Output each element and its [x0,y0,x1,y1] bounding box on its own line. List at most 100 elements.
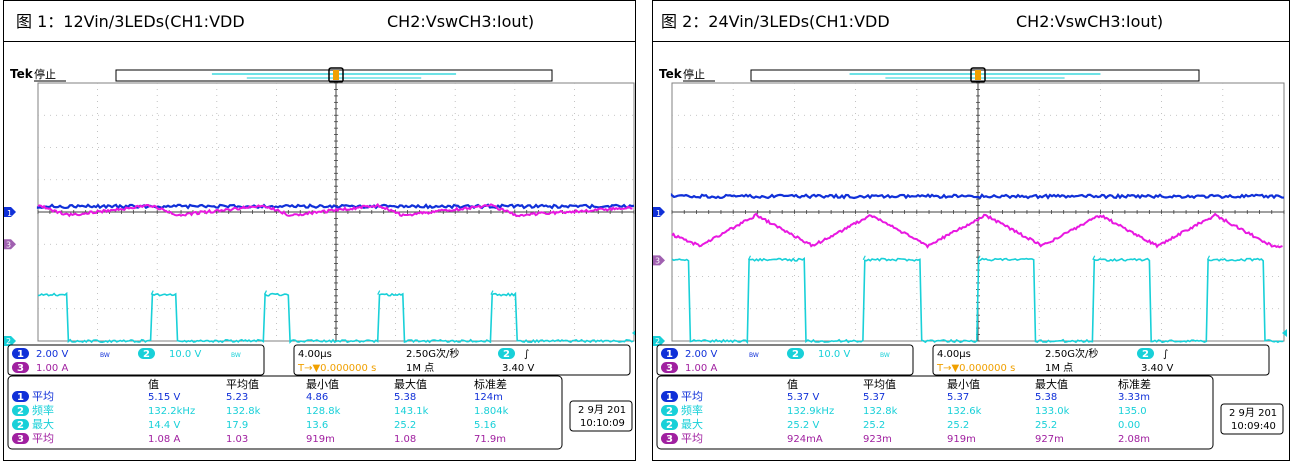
ch1-scale: 2.00 V [685,349,717,360]
ch3-marker-shape [653,255,665,266]
ch3-trace [37,202,633,218]
trigger-level-icon [632,330,635,336]
time-per-div: 4.00μs [298,349,332,360]
ch2-marker-shape [4,336,16,346]
figure-1-title: 图 1：12Vin/3LEDs(CH1:VDD [16,12,245,31]
ch3-marker-label: 3 [6,240,11,249]
trigger-source-badge [1137,348,1154,359]
ch1-level-marker-icon: 1 [653,207,665,218]
measurement-row-badge-label: 1 [17,392,24,403]
figure-2-title-right: CH2:VswCH3:Iout) [1016,12,1164,31]
measurement-header: 标准差 [474,377,507,391]
measurement-mean: 25.2 [863,420,885,431]
ch3-badge [12,362,29,373]
measurement-name: 平均 [681,432,703,445]
ch2-badge-label: 2 [792,349,799,360]
ch2-marker-shape [653,336,665,346]
record-bracket [970,67,986,83]
measurement-std: 135.0 [1118,406,1147,417]
measurement-std: 3.33m [1118,392,1150,403]
measurement-header: 平均值 [863,378,896,391]
ch1-bandwidth-icon: BW [100,352,110,359]
ch2-trace [671,257,1284,345]
measurement-header: 值 [148,378,159,391]
brand-label: Tek [10,67,34,81]
measurement-value: 14.4 V [148,420,180,431]
measurement-name: 频率 [681,403,703,417]
measurement-value: 5.15 V [148,392,180,403]
ch2-scale: 10.0 V [169,349,201,360]
ch1-bandwidth-icon: BW [749,352,759,359]
ch1-marker-shape [653,207,665,217]
measurement-min: 128.8k [306,406,341,417]
measurement-max: 1.08 [394,434,416,445]
measurement-min: 5.37 [947,392,969,403]
ch2-trace [37,291,634,344]
measurement-name: 最大 [681,417,703,431]
measurement-header: 最大值 [394,377,427,391]
measurement-header: 值 [787,378,798,391]
ch1-level-marker-icon: 1 [4,207,16,218]
measurement-std: 1.804k [474,406,509,417]
ch1-badge [12,348,29,359]
trigger-slope-icon: ∫ [524,349,529,360]
measurement-min: 25.2 [947,420,969,431]
sample-rate: 2.50G次/秒 [1045,347,1098,360]
ch2-edge-ringing [150,290,154,295]
measurement-min: 4.86 [306,392,328,403]
ch2-edge-ringing [862,255,866,260]
ch2-marker-label: 2 [655,337,660,346]
ch2-marker-label: 2 [6,337,11,346]
ch3-marker-shape [4,239,16,250]
ch3-scale: 1.00 A [685,363,717,374]
ch2-edge-ringing [977,255,981,260]
measurement-max: 25.2 [394,420,416,431]
ch2-edge-ringing [263,290,268,295]
figure-2-panel: 图 2：24Vin/3LEDs(CH1:VDD CH2:VswCH3:Iout)… [652,0,1290,461]
ch2-level-marker-icon: 2 [653,336,665,346]
datetime-readout: 2 9月 201 10:09:40 [1220,403,1284,435]
measurement-header: 最大值 [1035,377,1068,391]
measurement-header: 最小值 [947,378,980,391]
measurement-row-badge [661,419,678,430]
trigger-level-icon [1282,329,1287,337]
acquisition-state: 停止 [34,67,56,81]
measurement-mean: 132.8k [226,406,261,417]
ch3-level-marker-icon: 3 [4,239,16,250]
measurement-row-badge-label: 2 [666,420,673,431]
ch1-badge [661,348,678,359]
record-position-marker [975,70,981,80]
measurement-value: 25.2 V [787,420,819,431]
ch1-badge-label: 1 [666,349,673,360]
time-label: 10:09:40 [1231,421,1276,432]
ch3-marker-label: 3 [655,256,660,265]
measurement-row-badge [12,405,29,416]
measurement-mean: 132.8k [863,406,898,417]
trigger-level: 3.40 V [1141,363,1173,374]
date-label: 2 9月 201 [578,404,626,416]
ch1-marker-shape [4,207,16,218]
time-per-div: 4.00μs [937,349,971,360]
measurement-row-badge [12,419,29,430]
figure-1-title-right: CH2:VswCH3:Iout) [387,12,535,31]
ch3-trace [671,212,1283,249]
ch1-marker-label: 1 [7,209,12,218]
ch2-bandwidth-icon: BW [231,352,241,359]
measurement-max: 25.2 [1035,420,1057,431]
measurement-min: 919m [947,434,976,445]
datetime-box [569,400,633,432]
time-label: 10:10:09 [580,418,625,429]
measurement-value: 132.2kHz [148,406,195,417]
measurement-header: 平均值 [226,378,259,391]
figure-2-title-bar: 图 2：24Vin/3LEDs(CH1:VDD CH2:VswCH3:Iout) [653,1,1289,42]
date-label: 2 9月 201 [1229,407,1277,419]
measurement-max: 143.1k [394,406,429,417]
measurement-row-badge [661,405,678,416]
measurement-row-badge-label: 3 [17,434,24,445]
timebase-box [293,344,631,376]
ch2-badge [787,348,804,359]
measurement-std: 5.16 [474,420,496,431]
